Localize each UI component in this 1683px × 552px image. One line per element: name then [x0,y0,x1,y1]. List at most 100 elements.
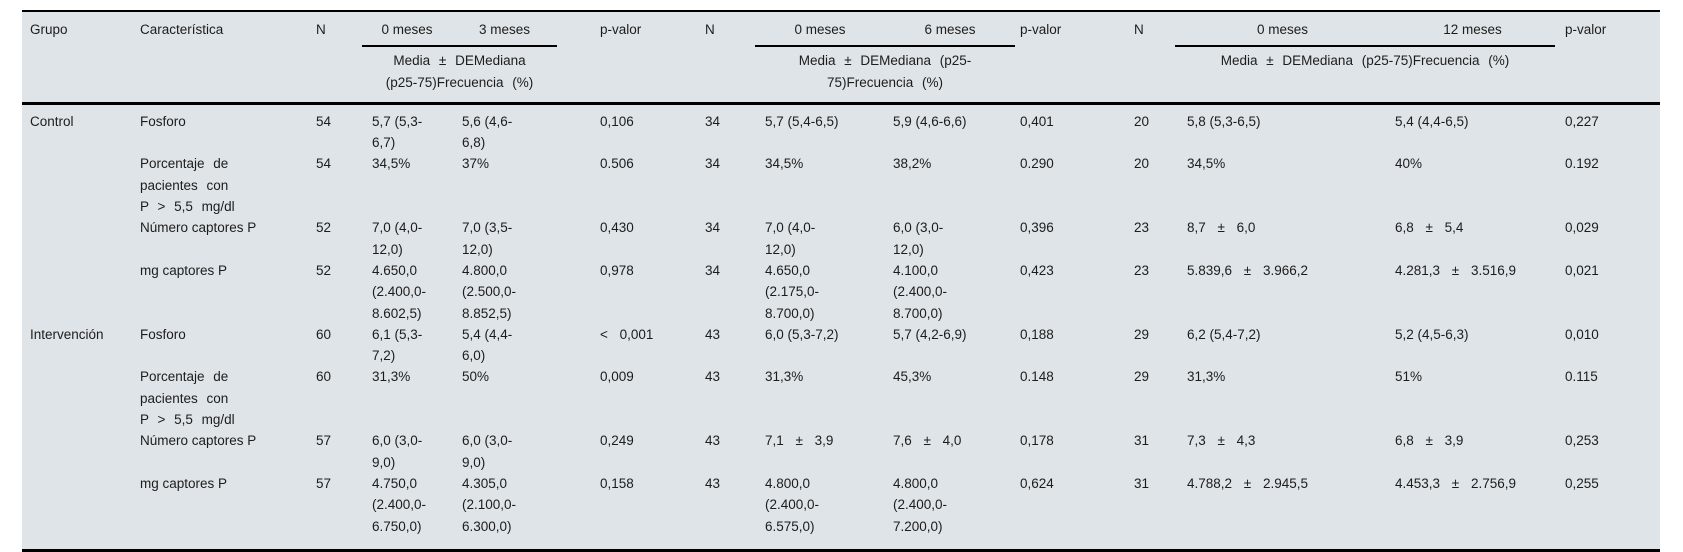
col-header-3meses: 3 meses [452,12,557,48]
cell-0meses: 7,0 (4,0-12,0) [372,220,423,257]
table-row: Número captores P 52 7,0 (4,0-12,0) 7,0 … [22,217,1660,260]
cell-0meses: 34,5% [372,156,411,172]
cell-grupo: Control [30,113,74,129]
col-header-pvalor-g1: p-valor [557,12,690,105]
table-row: Control Fosforo 54 5,7 (5,3-6,7) 5,6 (4,… [22,103,1660,153]
subheader-line: Media ± DEMediana (p25- [798,53,972,69]
cell-p-valor: 0,178 [1020,433,1054,449]
phosphorus-results-table: Grupo Característica N 0 meses 3 meses p… [22,12,1660,549]
cell-3meses: 4.800,0 (2.500,0-8.852,5) [462,262,517,321]
caracteristica-text: Porcentaje de pacientes con P > 5,5 mg/d… [140,369,235,428]
header-row-measures: Media ± DEMediana (p25-75)Frecuencia (%)… [22,46,1660,105]
cell-p-valor: 0,396 [1020,220,1054,236]
cell-3meses: 50% [462,369,490,385]
cell-0meses: 7,1 ± 3,9 [765,433,834,449]
cell-p-valor: < 0,001 [600,326,654,342]
subheader-line: Media ± DEMediana (p25-75)Frecuencia (%) [1220,53,1510,69]
cell-6meses: 7,6 ± 4,0 [893,433,962,449]
cell-3meses: 7,0 (3,5-12,0) [462,220,513,257]
col-header-0meses-g1: 0 meses [362,12,452,48]
cell-p-valor: 0,255 [1565,475,1599,491]
cell-12meses: 6,8 ± 5,4 [1395,220,1464,236]
table-row: Intervención Fosforo 60 6,1 (5,3-7,2) 5,… [22,324,1660,367]
cell-n: 20 [1134,156,1150,172]
col-header-0meses-g2: 0 meses [755,12,885,48]
cell-caracteristica: mg captores P [140,262,228,278]
cell-n: 20 [1134,113,1150,129]
table-row: Porcentaje de pacientes con P > 5,5 mg/d… [22,153,1660,217]
cell-p-valor: 0,423 [1020,262,1054,278]
subheader-line: 75)Frecuencia (%) [826,74,944,90]
cell-12meses: 51% [1395,369,1423,385]
cell-p-valor: 0,227 [1565,113,1599,129]
cell-n: 34 [705,262,721,278]
cell-caracteristica: Porcentaje de pacientes con P > 5,5 mg/d… [132,366,300,430]
cell-p-valor: 0,401 [1020,113,1054,129]
cell-p-valor: 0,009 [600,369,634,385]
cell-n: 34 [705,220,721,236]
cell-0meses: 7,3 ± 4,3 [1187,433,1256,449]
cell-12meses: 4.281,3 ± 3.516,9 [1395,262,1516,278]
table-header: Grupo Característica N 0 meses 3 meses p… [22,12,1660,105]
cell-n: 60 [316,326,332,342]
cell-0meses: 6,0 (5,3-7,2) [765,326,839,342]
cell-0meses: 6,2 (5,4-7,2) [1187,326,1261,342]
table-body: Control Fosforo 54 5,7 (5,3-6,7) 5,6 (4,… [22,103,1660,548]
cell-3meses: 4.305,0 (2.100,0-6.300,0) [462,475,517,534]
cell-0meses: 31,3% [765,369,804,385]
cell-n: 43 [705,433,721,449]
col-header-12meses: 12 meses [1390,12,1555,48]
col-header-n-g2: N [690,12,755,105]
table-row: Porcentaje de pacientes con P > 5,5 mg/d… [22,366,1660,430]
cell-n: 31 [1134,433,1150,449]
col-header-6meses: 6 meses [885,12,1015,48]
cell-n: 52 [316,262,332,278]
cell-0meses: 5,7 (5,3-6,7) [372,113,423,151]
cell-12meses: 40% [1395,156,1423,172]
cell-3meses: 5,4 (4,4-6,0) [462,326,513,364]
subheader-line: (p25-75)Frecuencia (%) [385,74,534,90]
col-header-pvalor-g3: p-valor [1555,12,1660,105]
col-header-grupo: Grupo [22,12,132,105]
subheader-group-2: Media ± DEMediana (p25- 75)Frecuencia (%… [755,46,1015,105]
col-header-n-g1: N [300,12,362,105]
cell-0meses: 6,1 (5,3-7,2) [372,326,423,364]
cell-p-valor: 0,021 [1565,262,1599,278]
cell-0meses: 7,0 (4,0-12,0) [765,220,816,257]
caracteristica-text: Porcentaje de pacientes con P > 5,5 mg/d… [140,156,235,215]
cell-0meses: 5,7 (5,4-6,5) [765,113,839,129]
cell-caracteristica: Fosforo [140,326,186,342]
cell-n: 43 [705,369,721,385]
cell-0meses: 8,7 ± 6,0 [1187,220,1256,236]
table-row: mg captores P 57 4.750,0 (2.400,0-6.750,… [22,473,1660,549]
cell-grupo: Intervención [30,326,104,342]
cell-caracteristica: mg captores P [140,475,228,491]
subheader-group-3: Media ± DEMediana (p25-75)Frecuencia (%) [1175,46,1555,105]
cell-p-valor: 0,029 [1565,220,1599,236]
cell-n: 29 [1134,326,1150,342]
cell-p-valor: 0,106 [600,113,634,129]
cell-12meses: 6,8 ± 3,9 [1395,433,1464,449]
col-header-pvalor-g2: p-valor [1015,12,1120,105]
results-table: Grupo Característica N 0 meses 3 meses p… [22,10,1660,552]
cell-0meses: 34,5% [1187,156,1226,172]
cell-n: 23 [1134,220,1150,236]
cell-p-valor: 0,253 [1565,433,1599,449]
cell-6meses: 6,0 (3,0-12,0) [893,220,944,257]
cell-0meses: 6,0 (3,0-9,0) [372,433,423,470]
cell-p-valor: 0,158 [600,475,634,491]
cell-n: 57 [316,433,332,449]
cell-6meses: 38,2% [893,156,932,172]
cell-p-valor: 0,624 [1020,475,1054,491]
col-header-caracteristica: Característica [132,12,300,105]
cell-0meses: 5.839,6 ± 3.966,2 [1187,262,1308,278]
cell-0meses: 31,3% [1187,369,1226,385]
cell-p-valor: 0.192 [1565,156,1599,172]
cell-n: 60 [316,369,332,385]
cell-n: 54 [316,156,332,172]
cell-p-valor: 0.290 [1020,156,1054,172]
cell-p-valor: 0.506 [600,156,634,172]
cell-6meses: 4.800,0 (2.400,0-7.200,0) [893,475,948,534]
cell-12meses: 5,2 (4,5-6,3) [1395,326,1469,342]
cell-0meses: 4.650,0 (2.400,0-8.602,5) [372,262,427,321]
